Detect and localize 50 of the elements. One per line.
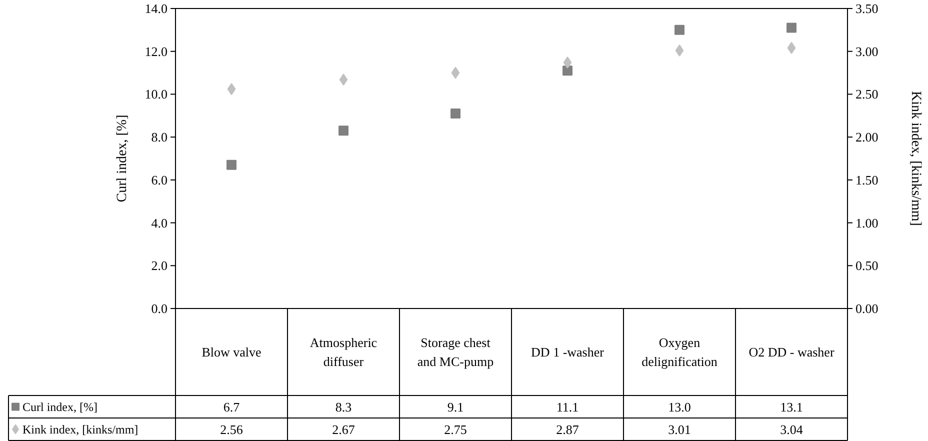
data-label: 2.56 [220, 422, 244, 437]
data-label: 13.0 [668, 399, 691, 414]
point [451, 66, 460, 79]
point [787, 42, 796, 54]
data-label: 13.1 [780, 399, 803, 414]
x-tick-label: O2 DD - washer [748, 344, 835, 360]
data-label: 6.7 [223, 399, 240, 414]
point [563, 56, 572, 68]
y2-tick-label: 3.00 [856, 44, 878, 59]
data-label: 9.1 [447, 399, 464, 414]
y-tick-label: 10.0 [144, 86, 168, 102]
point [226, 160, 236, 170]
point [562, 66, 572, 76]
x-tick-label: Storage chest and MC-pump [417, 335, 494, 369]
y2-tick-label: 0.50 [856, 258, 878, 274]
y2-tick-label: 1.50 [856, 172, 878, 188]
data-label: 11.1 [556, 399, 579, 414]
x-tick-label: Atmospheric diffuser [310, 335, 378, 369]
data-label: 3.04 [780, 422, 804, 437]
y-tick-label: 8.0 [151, 130, 168, 145]
x-tick-label: Oxygen delignification [642, 335, 718, 369]
legend-label: Curl index, [%] [22, 400, 98, 414]
data-label: 2.87 [556, 422, 580, 437]
data-label: 3.01 [668, 422, 691, 437]
y-axis-title: Curl index, [%] [115, 114, 130, 202]
y-tick-label: 6.0 [151, 172, 168, 188]
point [674, 24, 684, 35]
point [227, 83, 236, 96]
y2-axis-title: Kink index, [kinks/mm] [908, 91, 923, 226]
point [338, 126, 348, 136]
point [786, 22, 796, 33]
y2-tick-label: 3.50 [856, 1, 878, 16]
data-label: 2.67 [332, 422, 356, 437]
data-label: 2.75 [444, 422, 467, 437]
x-tick-label: Blow valve [202, 344, 262, 360]
y2-tick-label: 0.00 [856, 301, 878, 316]
y-tick-label: 14.0 [144, 1, 168, 16]
y2-tick-label: 2.50 [856, 86, 878, 102]
y2-tick-label: 2.00 [856, 130, 878, 145]
point [450, 108, 460, 118]
y-tick-label: 12.0 [144, 44, 168, 59]
point [339, 74, 348, 86]
y-tick-label: 0.0 [151, 301, 168, 316]
legend-label: Kink index, [kinks/mm] [22, 422, 138, 436]
y-tick-label: 4.0 [151, 215, 168, 230]
x-tick-label: DD 1 -washer [531, 344, 605, 360]
y2-tick-label: 1.00 [856, 215, 878, 230]
y-tick-label: 2.0 [151, 258, 168, 274]
point [675, 44, 684, 56]
data-label: 8.3 [335, 399, 352, 414]
